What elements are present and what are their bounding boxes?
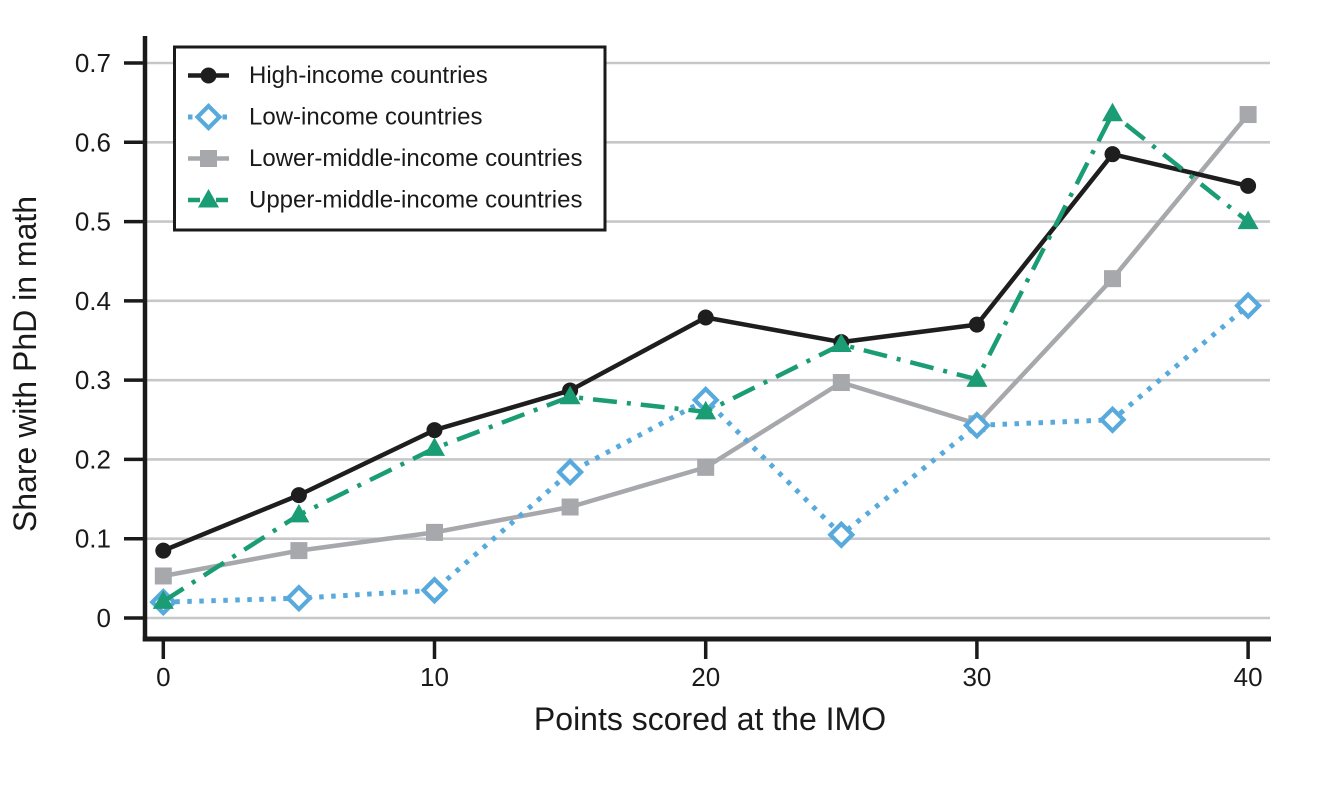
y-tick-label: 0.3 — [75, 365, 111, 395]
marker-low-income-countries — [1234, 291, 1263, 320]
y-tick-label: 0.1 — [75, 524, 111, 554]
marker-high-income-countries — [155, 542, 172, 559]
y-tick-label: 0.2 — [75, 444, 111, 474]
marker-low-income-countries — [827, 520, 856, 549]
legend-item-lower-middle-income-countries: Lower-middle-income countries — [188, 145, 582, 172]
legend-item-low-income-countries: Low-income countries — [188, 103, 482, 131]
legend-item-upper-middle-income-countries: Upper-middle-income countries — [188, 187, 582, 214]
y-axis-title: Share with PhD in math — [7, 196, 43, 532]
y-tick-label: 0.6 — [75, 127, 111, 157]
x-tick-label: 10 — [420, 662, 449, 692]
marker-low-income-countries — [962, 411, 991, 440]
y-tick-label: 0.5 — [75, 207, 111, 237]
marker-lower-middle-income-countries — [426, 523, 443, 541]
marker-upper-middle-income-countries — [830, 333, 852, 352]
marker-upper-middle-income-countries — [695, 400, 717, 420]
marker-lower-middle-income-countries — [1239, 106, 1257, 124]
marker-high-income-countries — [1104, 146, 1121, 163]
marker-lower-middle-income-countries — [697, 458, 715, 476]
marker-high-income-countries — [968, 316, 985, 333]
legend-label-upper-middle-income-countries: Upper-middle-income countries — [249, 187, 582, 214]
marker-low-income-countries — [556, 458, 585, 487]
legend-marker-upper-middle-income-countries — [198, 189, 219, 208]
marker-lower-middle-income-countries — [561, 498, 579, 516]
x-tick-label: 40 — [1234, 662, 1263, 692]
marker-upper-middle-income-countries — [152, 590, 174, 609]
x-tick-label: 20 — [691, 662, 720, 692]
y-tick-label: 0.4 — [75, 286, 111, 316]
marker-low-income-countries — [420, 576, 449, 605]
legend-box — [173, 45, 607, 232]
marker-high-income-countries — [426, 422, 443, 439]
legend-marker-lower-middle-income-countries — [200, 150, 217, 167]
x-tick-label: 30 — [962, 662, 991, 692]
marker-lower-middle-income-countries — [290, 542, 308, 560]
series-upper-middle-income-countries — [152, 102, 1259, 609]
legend-marker-low-income-countries — [194, 103, 223, 131]
marker-low-income-countries — [1098, 405, 1127, 434]
legend: High-income countries Low-income countrie… — [173, 45, 607, 232]
x-tick-label: 0 — [156, 662, 170, 692]
marker-upper-middle-income-countries — [1237, 210, 1259, 230]
series-high-income-countries — [155, 146, 1257, 559]
y-tick-label: 0.7 — [75, 48, 111, 78]
marker-high-income-countries — [290, 487, 307, 504]
series — [149, 102, 1263, 617]
axes: 0 0.1 0.2 0.3 0.4 0.5 0.6 0.7 0 10 20 30 40 — [75, 36, 1271, 692]
marker-low-income-countries — [284, 584, 313, 613]
y-tick-label: 0 — [97, 603, 111, 633]
series-lower-middle-income-countries — [154, 106, 1257, 585]
x-axis-title: Points scored at the IMO — [534, 701, 886, 737]
marker-high-income-countries — [697, 309, 714, 326]
marker-lower-middle-income-countries — [832, 374, 850, 392]
legend-item-high-income-countries: High-income countries — [188, 62, 488, 89]
marker-upper-middle-income-countries — [966, 368, 988, 387]
marker-lower-middle-income-countries — [154, 567, 172, 585]
legend-label-lower-middle-income-countries: Lower-middle-income countries — [249, 145, 582, 172]
marker-lower-middle-income-countries — [1104, 270, 1121, 288]
legend-marker-high-income-countries — [200, 67, 217, 84]
legend-label-high-income-countries: High-income countries — [249, 62, 488, 89]
marker-upper-middle-income-countries — [559, 385, 581, 405]
marker-upper-middle-income-countries — [288, 503, 310, 523]
series-line-low-income-countries — [163, 303, 1250, 605]
series-low-income-countries — [149, 291, 1263, 617]
marker-high-income-countries — [1240, 177, 1257, 194]
marker-upper-middle-income-countries — [424, 437, 445, 456]
legend-label-low-income-countries: Low-income countries — [249, 104, 482, 131]
marker-upper-middle-income-countries — [1102, 102, 1123, 122]
